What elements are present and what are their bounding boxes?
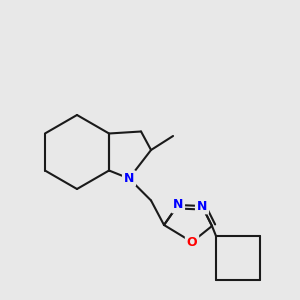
Text: N: N [124,172,134,185]
Text: O: O [187,236,197,248]
Text: N: N [197,200,207,212]
Text: N: N [173,199,183,212]
